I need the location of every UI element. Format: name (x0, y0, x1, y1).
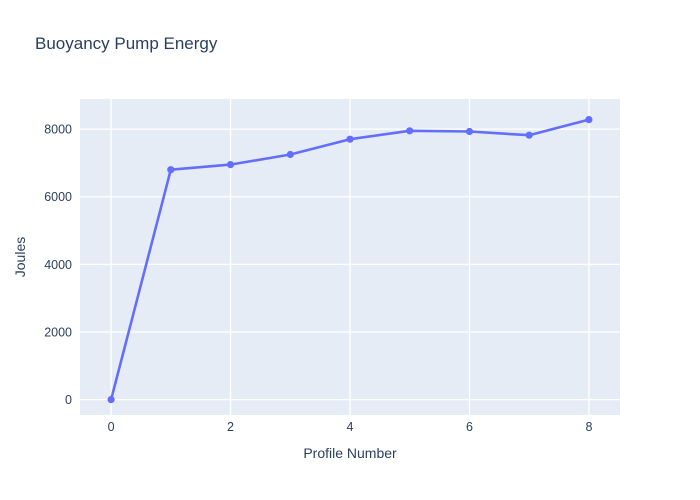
data-point-marker[interactable] (406, 127, 414, 135)
y-axis-title: Joules (12, 236, 28, 278)
data-point-marker[interactable] (585, 116, 593, 124)
x-tick-label: 8 (585, 420, 592, 434)
chart-title: Buoyancy Pump Energy (35, 34, 218, 53)
y-tick-label: 4000 (44, 258, 72, 272)
y-tick-label: 6000 (44, 190, 72, 204)
data-point-marker[interactable] (465, 127, 474, 136)
x-tick-label: 6 (466, 420, 473, 434)
y-tick-label: 8000 (44, 123, 72, 137)
x-axis-title: Profile Number (303, 445, 397, 461)
data-point-marker[interactable] (346, 135, 354, 143)
x-tick-label: 0 (108, 420, 115, 434)
data-point-marker[interactable] (107, 396, 115, 404)
y-tick-label: 2000 (44, 325, 72, 339)
data-point-marker[interactable] (286, 150, 294, 159)
y-tick-label: 0 (65, 393, 72, 407)
data-point-marker[interactable] (167, 166, 175, 174)
x-tick-label: 4 (347, 420, 354, 434)
x-tick-label: 2 (227, 420, 234, 434)
data-point-marker[interactable] (226, 161, 235, 169)
data-point-marker[interactable] (525, 131, 533, 139)
